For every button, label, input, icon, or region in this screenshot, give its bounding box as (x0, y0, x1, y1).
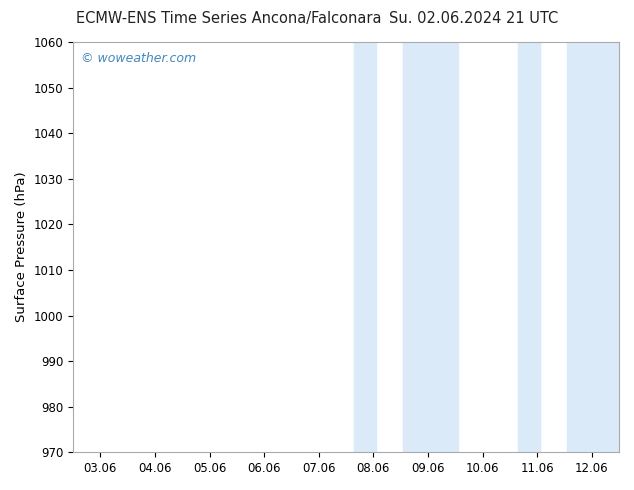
Bar (518, 42, 540, 452)
Y-axis label: Surface Pressure (hPa): Surface Pressure (hPa) (15, 172, 28, 322)
Text: ECMW-ENS Time Series Ancona/Falconara: ECMW-ENS Time Series Ancona/Falconara (76, 11, 382, 26)
Bar (403, 42, 458, 452)
Bar (354, 42, 376, 452)
Bar (567, 42, 619, 452)
Text: Su. 02.06.2024 21 UTC: Su. 02.06.2024 21 UTC (389, 11, 558, 26)
Text: © woweather.com: © woweather.com (81, 52, 197, 65)
